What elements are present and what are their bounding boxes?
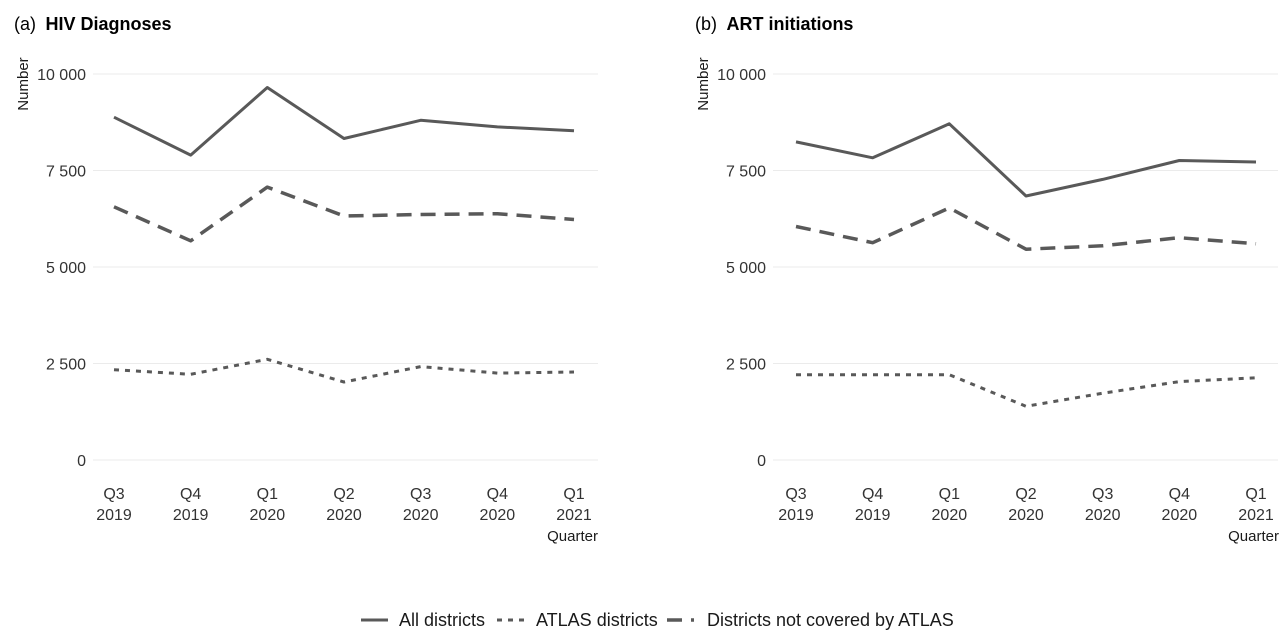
panel-a-series-dotted-line xyxy=(113,357,575,384)
panel-b-ytick-label: 7 500 xyxy=(726,164,766,181)
panel-a-ytick-label: 5 000 xyxy=(46,260,86,277)
panel-a-xtick-label-year: 2020 xyxy=(403,507,439,524)
panel-b-xtick-label: Q2 xyxy=(1015,486,1036,503)
panel-a-ytick-label: 10 000 xyxy=(37,67,86,84)
panel-a-xtick-label-year: 2021 xyxy=(556,507,592,524)
panel-b-xtick-label: Q4 xyxy=(862,486,883,503)
panel-b-series-solid-line xyxy=(795,122,1257,198)
panel-b-xtick-label: Q1 xyxy=(939,486,960,503)
panel-a-xtick-label-year: 2020 xyxy=(250,507,286,524)
panel-a-xtick-label: Q4 xyxy=(487,486,508,503)
panel-b-ylabel: Number xyxy=(695,57,712,110)
panel-a-xlabel: Quarter xyxy=(547,528,598,545)
panel-b-ytick-label: 2 500 xyxy=(726,357,766,374)
panel-a-xtick-label: Q1 xyxy=(563,486,584,503)
panel-b-series-dashed-line xyxy=(795,206,1257,251)
panel-b-xtick-label-year: 2020 xyxy=(1008,507,1044,524)
panel-a-title-prefix: (a) xyxy=(14,14,36,34)
panel-b-xtick-label-year: 2020 xyxy=(1162,507,1198,524)
panel-b-xtick-label: Q4 xyxy=(1169,486,1190,503)
panel-a-ytick-label: 0 xyxy=(77,453,86,470)
panel-a-plot: 0 2 500 5 000 7 500 10 000 Q3 2019 Q4 2019 Q1 2020… xyxy=(37,67,598,524)
panel-a-xtick-label-year: 2020 xyxy=(480,507,516,524)
panel-b-title-text: ART initiations xyxy=(726,14,853,34)
panel-b-xlabel: Quarter xyxy=(1228,528,1279,545)
panel-a-xtick-label-year: 2019 xyxy=(173,507,209,524)
panel-a-ylabel: Number xyxy=(15,57,32,110)
panel-b-title: (b) ART initiations xyxy=(695,14,853,34)
panel-a-xtick-label-year: 2020 xyxy=(326,507,362,524)
panel-a-xtick-label-year: 2019 xyxy=(96,507,132,524)
panel-b-series-dotted-line xyxy=(796,373,1257,408)
panel-a-series-solid-line xyxy=(113,86,575,157)
panel-a-title: (a) HIV Diagnoses xyxy=(14,14,172,34)
panel-a-ytick-label: 7 500 xyxy=(46,164,86,181)
panel-a-xtick-label: Q3 xyxy=(103,486,124,503)
panel-a-xtick-label: Q2 xyxy=(333,486,354,503)
panel-b-ytick-label: 0 xyxy=(757,453,766,470)
panel-b-xtick-label: Q3 xyxy=(785,486,806,503)
panel-a-xtick-label: Q1 xyxy=(257,486,278,503)
panel-a-title-text: HIV Diagnoses xyxy=(45,14,171,34)
panel-b-xtick-label: Q1 xyxy=(1245,486,1266,503)
legend-label-atlas-districts: ATLAS districts xyxy=(536,610,658,630)
panel-b-xtick-label-year: 2021 xyxy=(1238,507,1274,524)
panel-a-xtick-label: Q3 xyxy=(410,486,431,503)
panel-b-xtick-label-year: 2019 xyxy=(778,507,814,524)
panel-a-series-dashed-line xyxy=(113,185,575,243)
panel-b-ytick-label: 5 000 xyxy=(726,260,766,277)
legend-label-districts-not-covered: Districts not covered by ATLAS xyxy=(707,610,954,630)
panel-b-xtick-label-year: 2019 xyxy=(855,507,891,524)
panel-b-xtick-label-year: 2020 xyxy=(1085,507,1121,524)
panel-b-title-prefix: (b) xyxy=(695,14,717,34)
panel-a-ytick-label: 2 500 xyxy=(46,357,86,374)
panel-b-xtick-label-year: 2020 xyxy=(932,507,968,524)
legend-label-all-districts: All districts xyxy=(399,610,485,630)
panel-b-ytick-label: 10 000 xyxy=(717,67,766,84)
panel-b-xtick-label: Q3 xyxy=(1092,486,1113,503)
panel-a-xtick-label: Q4 xyxy=(180,486,201,503)
panel-b-plot: 0 2 500 5 000 7 500 10 000 Q3 2019 Q4 2019 Q1 2020… xyxy=(717,67,1278,524)
legend: All districts ATLAS districts Districts … xyxy=(361,610,954,630)
